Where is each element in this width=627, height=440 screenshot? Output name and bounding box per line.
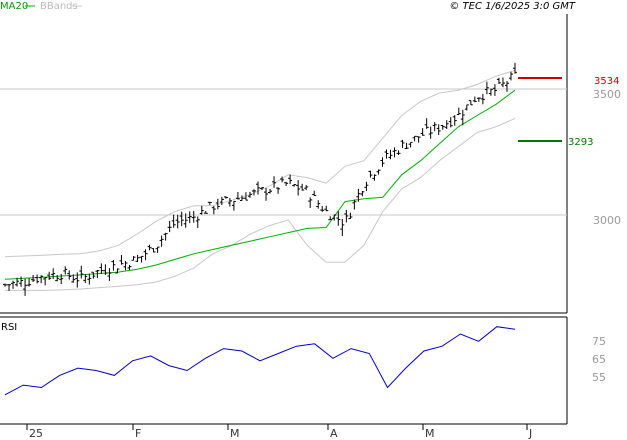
bollinger-bands [4,69,516,291]
x-tick-label: J [528,427,532,440]
x-tick-label: A [330,427,338,440]
rsi-plot-area [0,317,567,424]
x-tick-label: F [135,427,141,440]
y-tick-3000: 3000 [593,214,621,227]
x-tick-label: M [230,427,240,440]
support-level-label: 3293 [568,137,593,148]
rsi-line [4,326,516,396]
x-tick-label: 25 [29,427,43,440]
x-axis: 25 F M A M J [26,424,532,440]
y-tick-3500: 3500 [593,88,621,101]
price-plot-area [0,14,567,313]
rsi-tick-75: 75 [592,335,606,348]
legend-bbands: BBands [40,1,78,12]
ma20-line [4,89,516,280]
legend-ma20: MA20 [0,1,28,12]
ohlc-bars [3,62,517,296]
rsi-path [4,326,516,396]
ma20-path [4,89,516,280]
bbands-lower-line [5,117,516,291]
copyright-line: © TEC 1/6/2025 3:0 GMT [449,1,576,12]
resistance-level-label: 3534 [594,76,619,87]
x-tick-label: M [425,427,435,440]
rsi-title: RSI [1,322,17,333]
rsi-tick-65: 65 [592,353,606,366]
bbands-upper-line [4,69,516,258]
rsi-tick-55: 55 [592,371,606,384]
